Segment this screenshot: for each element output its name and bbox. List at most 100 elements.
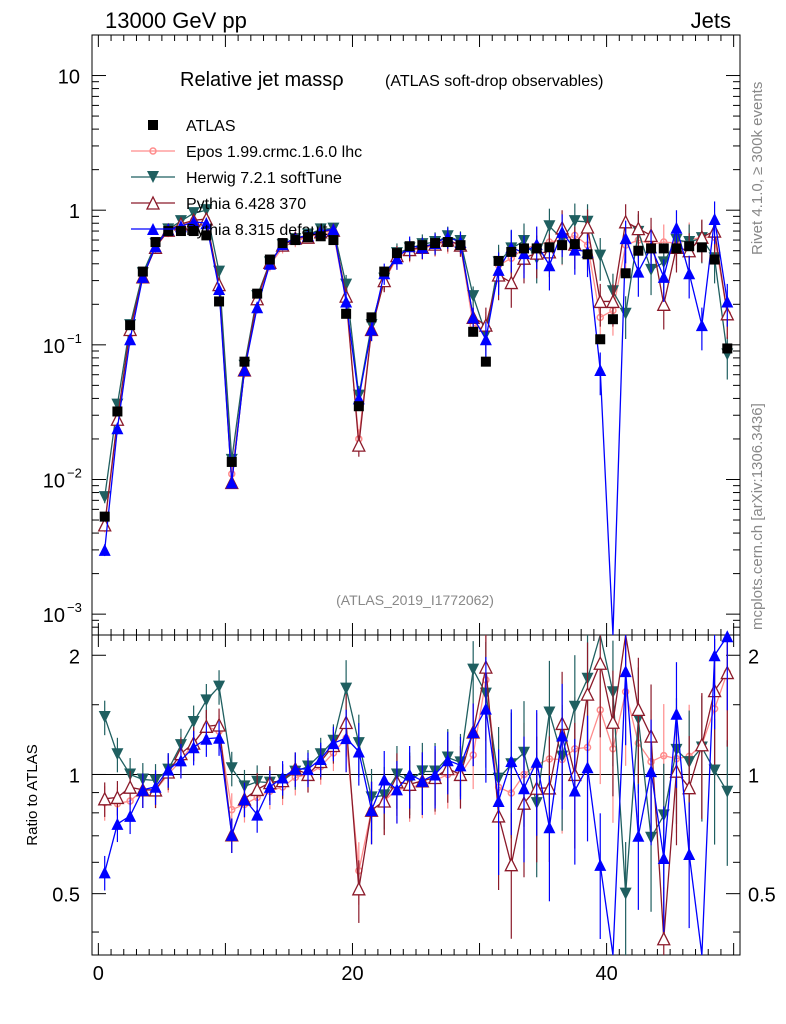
ratio-point: [225, 762, 238, 775]
ratio-point: [111, 748, 124, 761]
legend-marker: [149, 147, 157, 155]
y-tick-exponent: −1: [67, 331, 82, 346]
ratio-point: [454, 759, 467, 772]
data-point: [200, 217, 213, 230]
data-point: [365, 323, 378, 336]
x-tick-label: 40: [595, 963, 617, 985]
data-point: [353, 401, 364, 412]
data-point: [315, 231, 326, 242]
data-point: [480, 356, 491, 367]
series-line: [104, 218, 728, 527]
data-point: [430, 238, 441, 249]
ratio-point: [251, 808, 264, 821]
legend-item-herwig-7-2-1-softtune: Herwig 7.2.1 softTune: [131, 170, 342, 187]
data-point: [238, 364, 251, 377]
y-tick-label: 10: [58, 67, 80, 89]
legend-label: Epos 1.99.crmc.1.6.0 lhc: [186, 144, 362, 161]
chart-title: Relative jet massρ: [180, 69, 344, 91]
ratio-point: [97, 791, 112, 806]
chart-subtitle: (ATLAS soft-drop observables): [385, 73, 603, 90]
data-point: [568, 243, 581, 256]
data-point: [620, 268, 631, 279]
series-line: [104, 218, 728, 525]
legend-item-atlas: ATLAS: [148, 118, 236, 135]
ratio-point: [289, 762, 302, 775]
ratio-point: [694, 737, 709, 752]
data-point: [493, 255, 504, 266]
data-point: [264, 254, 275, 265]
ratio-axis-label: Ratio to ATLAS: [24, 744, 41, 845]
ratio-point: [568, 784, 581, 797]
energy-label: 13000 GeV pp: [105, 8, 247, 33]
data-point: [366, 312, 377, 323]
data-point: [188, 226, 199, 237]
data-point: [467, 290, 480, 303]
ratio-tick-label-right: 0.5: [748, 885, 776, 907]
data-point: [569, 239, 580, 250]
data-point: [670, 221, 683, 234]
data-point: [619, 232, 632, 245]
ratio-point: [682, 780, 697, 795]
y-tick-label: 10: [43, 336, 65, 358]
data-point: [137, 266, 148, 277]
legend-label: Herwig 7.2.1 softTune: [186, 170, 342, 187]
data-point: [201, 230, 212, 241]
data-point: [175, 226, 186, 237]
ratio-point: [213, 680, 226, 693]
series-pythia-8-315-default: [98, 201, 734, 636]
ratio-point: [518, 782, 530, 795]
y-tick-label: 1: [69, 201, 80, 223]
data-point: [111, 422, 124, 435]
x-tick-label: 0: [93, 963, 104, 985]
ratio-point: [657, 851, 670, 864]
data-point: [506, 246, 517, 257]
legend-item-pythia-6-428-370: Pythia 6.428 370: [131, 195, 306, 213]
ratio-tick-label: 0.5: [52, 885, 80, 907]
ratio-point: [543, 706, 556, 719]
data-point: [112, 406, 123, 417]
data-point: [390, 252, 403, 265]
ratio-point: [708, 649, 721, 662]
ratio-point: [441, 754, 454, 767]
data-point: [391, 248, 402, 259]
ratio-point: [187, 741, 200, 754]
ratio-point: [467, 726, 480, 739]
ratio-plot-frame: [91, 634, 741, 956]
legend-label: Pythia 8.315 default: [186, 222, 328, 239]
ratio-point: [721, 630, 734, 643]
ratio-point: [631, 701, 646, 717]
ratio-point: [352, 745, 365, 758]
data-point: [671, 243, 682, 254]
data-point: [251, 301, 264, 314]
data-point: [605, 293, 620, 309]
legend-label: Pythia 6.428 370: [186, 196, 306, 213]
data-point: [557, 240, 568, 251]
series-epos-1-99-crmc-1-6-0-lhc: [100, 213, 732, 533]
legend-item-pythia-8-315-default: Pythia 8.315 default: [131, 222, 328, 239]
ratio-point: [263, 780, 276, 793]
legend-marker: [145, 195, 161, 210]
ratio-series-epos-1-99-crmc-1-6-0-lhc: [100, 635, 732, 905]
ratio-point: [250, 781, 265, 797]
data-point: [695, 319, 708, 332]
ratio-point: [403, 768, 416, 781]
data-point: [277, 238, 288, 249]
ratio-point: [556, 729, 569, 742]
ratio-point: [581, 761, 594, 774]
ratio-point: [238, 793, 251, 806]
ratio-point: [98, 711, 111, 724]
ratio-point: [708, 764, 721, 777]
data-point: [582, 249, 593, 260]
ratio-point: [98, 866, 111, 879]
data-point: [593, 293, 608, 309]
ratio-point: [543, 821, 556, 834]
ratio-tick-label-right: 1: [748, 765, 759, 787]
analysis-id: (ATLAS_2019_I1772062): [336, 592, 494, 608]
ratio-point: [645, 765, 658, 778]
data-point: [379, 266, 390, 277]
data-point: [543, 259, 556, 272]
ratio-point: [378, 773, 391, 786]
data-point: [658, 243, 669, 254]
data-point: [125, 320, 136, 331]
data-point: [580, 219, 595, 234]
